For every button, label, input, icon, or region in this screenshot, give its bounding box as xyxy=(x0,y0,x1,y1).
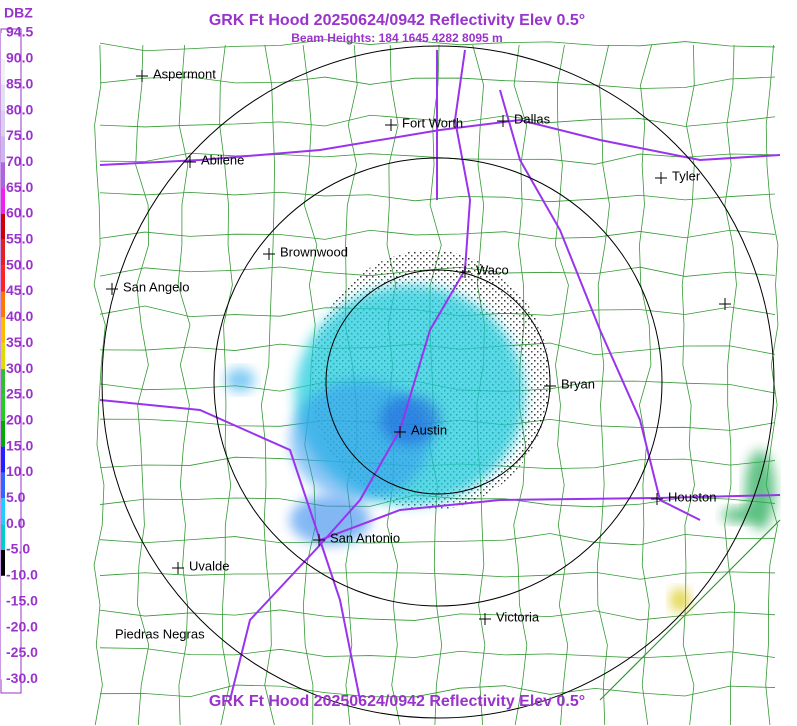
legend-label: 75.0 xyxy=(6,127,33,143)
county-line xyxy=(99,571,776,580)
legend-label: 85.0 xyxy=(6,75,33,91)
legend-label: 0.0 xyxy=(6,515,26,531)
footer-title: GRK Ft Hood 20250624/0942 Reflectivity E… xyxy=(209,693,585,710)
legend-label: -15.0 xyxy=(6,592,38,608)
extra-marker xyxy=(719,298,731,310)
cities: Aspermont Fort Worth Dallas Abilene Tyler Bro… xyxy=(106,66,716,641)
legend-label: 40.0 xyxy=(6,308,33,324)
county-line xyxy=(99,229,776,240)
county-line xyxy=(99,684,776,698)
legend-swatch xyxy=(1,188,5,214)
legend-label: 30.0 xyxy=(6,360,33,376)
legend-label: 55.0 xyxy=(6,231,33,247)
legend-swatch xyxy=(1,162,5,189)
city-label: Brownwood xyxy=(280,244,348,259)
county-line xyxy=(93,44,106,726)
legend-label: -10.0 xyxy=(6,567,38,583)
legend-label: 20.0 xyxy=(6,411,33,427)
legend-label: 70.0 xyxy=(6,153,33,169)
legend-swatch xyxy=(1,601,5,628)
legend-label: 65.0 xyxy=(6,179,33,195)
legend-swatch xyxy=(1,136,5,163)
legend-swatch xyxy=(1,550,5,576)
legend-label: -5.0 xyxy=(6,541,30,557)
legend-swatch xyxy=(1,110,5,137)
subtitle: Beam Heights: 184 1645 4282 8095 m xyxy=(291,31,502,45)
county-line xyxy=(99,39,776,52)
legend-label: -30.0 xyxy=(6,670,38,686)
city-label: Waco xyxy=(476,262,509,277)
legend-swatch xyxy=(1,394,5,421)
legend-label: 50.0 xyxy=(6,256,33,272)
city-label: Bryan xyxy=(561,376,595,391)
legend-label: 35.0 xyxy=(6,334,33,350)
city-label: Aspermont xyxy=(153,66,216,81)
county-line xyxy=(638,44,652,726)
county-line xyxy=(99,647,776,659)
city-label: Victoria xyxy=(496,609,540,624)
city-label: Abilene xyxy=(201,152,244,167)
legend-swatch xyxy=(1,627,5,654)
city-label: Tyler xyxy=(672,168,701,183)
legend-swatch xyxy=(1,653,5,680)
legend-swatch xyxy=(1,33,5,59)
city-label: Fort Worth xyxy=(402,115,463,130)
city-label: Piedras Negras xyxy=(115,626,205,641)
county-line xyxy=(99,533,776,546)
legend-swatch xyxy=(1,472,5,499)
coastline xyxy=(599,519,781,701)
legend-label: 15.0 xyxy=(6,437,33,453)
legend-swatch xyxy=(1,446,5,473)
legend-swatch xyxy=(1,524,5,550)
legend-swatch xyxy=(1,420,5,447)
county-line xyxy=(260,44,275,726)
legend-label: 90.0 xyxy=(6,50,33,66)
legend-label: 80.0 xyxy=(6,101,33,117)
legend-label: 94.5 xyxy=(6,24,33,40)
legend-unit: DBZ xyxy=(4,5,33,21)
county-line xyxy=(99,609,776,621)
city-label: Dallas xyxy=(514,111,551,126)
city-label: Uvalde xyxy=(189,558,229,573)
legend-label: -25.0 xyxy=(6,644,38,660)
county-line xyxy=(135,44,150,726)
legend-label: 25.0 xyxy=(6,386,33,402)
legend-swatch xyxy=(1,575,5,602)
city-label: San Antonio xyxy=(330,530,400,545)
city-label: Austin xyxy=(411,422,447,437)
legend-label: 45.0 xyxy=(6,282,33,298)
legend-swatch xyxy=(1,498,5,525)
county-line xyxy=(554,44,569,726)
legend-swatch xyxy=(1,58,5,85)
city-label: Houston xyxy=(668,489,716,504)
city-label: San Angelo xyxy=(123,279,190,294)
legend-swatch xyxy=(1,265,5,292)
legend-swatch xyxy=(1,317,5,344)
legend-swatch xyxy=(1,84,5,111)
legend-label: -20.0 xyxy=(6,618,38,634)
legend: 94.5 90.0 85.0 80.0 75.0 70.0 65.0 60.0 55.0 50.0… xyxy=(1,24,38,686)
highways xyxy=(99,49,781,701)
legend-label: 60.0 xyxy=(6,205,33,221)
legend-swatch xyxy=(1,291,5,318)
legend-label: 10.0 xyxy=(6,463,33,479)
legend-swatch xyxy=(1,343,5,370)
legend-swatch xyxy=(1,239,5,266)
legend-swatch xyxy=(1,369,5,395)
title: GRK Ft Hood 20250624/0942 Reflectivity E… xyxy=(209,12,585,29)
legend-swatch xyxy=(1,213,5,240)
county-line xyxy=(177,44,191,726)
legend-label: 5.0 xyxy=(6,489,26,505)
